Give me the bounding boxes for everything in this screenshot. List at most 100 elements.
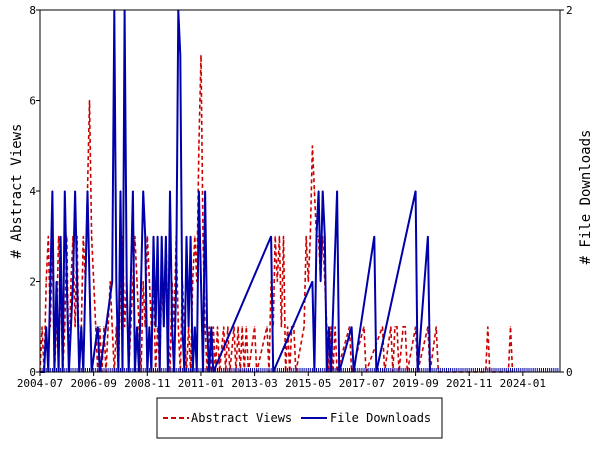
data-point-file-downloads bbox=[175, 280, 177, 283]
y-left-tick-label: 6 bbox=[29, 95, 36, 108]
data-point-abstract-views bbox=[136, 280, 138, 283]
data-point-abstract-views bbox=[274, 235, 276, 237]
axis-layer: 2004-07 2006-09 2008-11 2011-01 2013-03 2015-… bbox=[17, 4, 573, 390]
legend-label-abstract-views: Abstract Views bbox=[191, 411, 292, 425]
data-point-abstract-views bbox=[311, 145, 313, 147]
data-point-abstract-views bbox=[313, 190, 315, 192]
legend-label-file-downloads: File Downloads bbox=[330, 411, 431, 425]
x-tick-label: 2004-07 bbox=[17, 377, 63, 390]
x-tick-label: 2017-07 bbox=[339, 377, 385, 390]
data-point-abstract-views bbox=[157, 326, 159, 328]
data-point-file-downloads bbox=[204, 190, 206, 192]
data-point-abstract-views bbox=[307, 280, 309, 283]
data-point-abstract-views bbox=[227, 326, 229, 328]
data-point-file-downloads bbox=[80, 326, 82, 328]
data-point-abstract-views bbox=[390, 326, 392, 328]
data-point-abstract-views bbox=[396, 326, 398, 328]
y-right-tick-label: 0 bbox=[566, 366, 573, 379]
data-point-abstract-views bbox=[394, 326, 396, 328]
data-point-abstract-views bbox=[124, 326, 126, 328]
data-point-file-downloads bbox=[336, 190, 338, 192]
x-tick-label: 2021-11 bbox=[446, 377, 492, 390]
data-point-abstract-views bbox=[109, 280, 111, 283]
data-point-file-downloads bbox=[132, 190, 134, 192]
y-left-tick-label: 8 bbox=[29, 4, 36, 17]
data-point-abstract-views bbox=[148, 280, 150, 283]
data-point-abstract-views bbox=[142, 280, 144, 283]
data-point-abstract-views bbox=[245, 326, 247, 328]
data-point-abstract-views bbox=[58, 235, 60, 237]
data-point-file-downloads bbox=[97, 326, 99, 328]
x-tick-label: 2013-03 bbox=[231, 377, 277, 390]
data-point-file-downloads bbox=[351, 326, 353, 328]
data-point-abstract-views bbox=[41, 326, 43, 328]
data-point-abstract-views bbox=[198, 145, 200, 147]
data-point-file-downloads bbox=[324, 235, 326, 237]
data-point-file-downloads bbox=[270, 235, 272, 237]
data-point-file-downloads bbox=[194, 326, 196, 328]
data-point-abstract-views bbox=[192, 280, 194, 283]
data-point-abstract-views bbox=[93, 280, 95, 283]
data-point-file-downloads bbox=[60, 235, 62, 237]
data-point-file-downloads bbox=[115, 280, 117, 283]
data-point-abstract-views bbox=[404, 326, 406, 328]
data-point-abstract-views bbox=[95, 326, 97, 328]
data-point-file-downloads bbox=[140, 280, 142, 283]
data-point-abstract-views bbox=[70, 280, 72, 283]
data-point-abstract-views bbox=[330, 326, 332, 328]
x-tick-label: 2015-05 bbox=[285, 377, 331, 390]
data-point-abstract-views bbox=[280, 326, 282, 328]
data-point-file-downloads bbox=[198, 190, 200, 192]
data-point-abstract-views bbox=[435, 326, 437, 328]
data-point-file-downloads bbox=[165, 235, 167, 237]
data-point-file-downloads bbox=[144, 235, 146, 237]
data-point-file-downloads bbox=[45, 326, 47, 328]
data-point-abstract-views bbox=[202, 235, 204, 237]
data-point-file-downloads bbox=[185, 235, 188, 237]
data-point-file-downloads bbox=[148, 326, 150, 328]
data-point-abstract-views bbox=[45, 280, 47, 283]
x-tick-label: 2008-11 bbox=[124, 377, 170, 390]
data-point-file-downloads bbox=[188, 326, 190, 328]
data-point-file-downloads bbox=[415, 190, 417, 192]
data-point-file-downloads bbox=[76, 280, 78, 283]
data-point-file-downloads bbox=[152, 235, 155, 237]
data-point-abstract-views bbox=[88, 99, 91, 102]
data-point-file-downloads bbox=[72, 280, 74, 283]
data-point-file-downloads bbox=[155, 326, 157, 328]
data-point-abstract-views bbox=[103, 326, 105, 328]
data-point-file-downloads bbox=[142, 190, 144, 192]
data-point-file-downloads bbox=[190, 235, 192, 237]
x-tick-label: 2006-09 bbox=[70, 377, 116, 390]
data-point-abstract-views bbox=[334, 326, 336, 328]
data-point-abstract-views bbox=[348, 326, 351, 328]
y-axis-right-title: # File Downloads bbox=[578, 130, 594, 265]
data-point-file-downloads bbox=[427, 235, 429, 237]
data-point-file-downloads bbox=[318, 190, 320, 192]
data-point-abstract-views bbox=[200, 54, 202, 56]
data-point-file-downloads bbox=[86, 190, 89, 192]
data-point-abstract-views bbox=[254, 326, 256, 328]
data-point-file-downloads bbox=[315, 235, 318, 237]
data-point-file-downloads bbox=[373, 235, 375, 237]
data-point-file-downloads bbox=[161, 235, 163, 237]
data-point-file-downloads bbox=[64, 190, 66, 192]
data-point-abstract-views bbox=[363, 326, 365, 328]
y-left-tick-label: 4 bbox=[29, 185, 36, 198]
data-point-file-downloads bbox=[126, 280, 128, 283]
data-point-file-downloads bbox=[88, 280, 91, 283]
data-point-file-downloads bbox=[179, 54, 181, 56]
data-point-abstract-views bbox=[91, 235, 93, 237]
y-axis-left-title: # Abstract Views bbox=[9, 124, 25, 259]
data-point-file-downloads bbox=[171, 326, 173, 328]
data-point-abstract-views bbox=[208, 326, 210, 328]
data-point-file-downloads bbox=[328, 326, 330, 328]
legend: Abstract Views File Downloads bbox=[156, 397, 443, 439]
data-point-file-downloads bbox=[119, 190, 122, 192]
data-point-file-downloads bbox=[181, 326, 183, 328]
x-tick-label: 2024-01 bbox=[500, 377, 546, 390]
data-point-abstract-views bbox=[107, 326, 109, 328]
data-point-file-downloads bbox=[136, 326, 138, 328]
data-point-abstract-views bbox=[212, 326, 214, 328]
